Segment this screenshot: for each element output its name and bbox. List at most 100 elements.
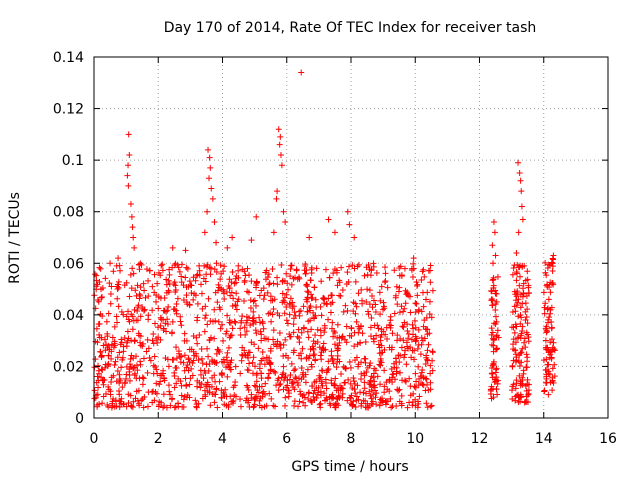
- data-point: [260, 325, 267, 332]
- data-point: [98, 374, 105, 381]
- data-point-peak: [518, 203, 525, 210]
- data-point: [247, 305, 254, 312]
- data-point: [256, 361, 263, 368]
- data-point: [202, 393, 209, 400]
- data-point: [317, 303, 324, 310]
- data-point: [106, 346, 113, 353]
- data-point: [393, 403, 400, 410]
- data-point: [94, 373, 101, 380]
- data-point: [523, 313, 530, 320]
- data-point: [233, 272, 240, 279]
- data-point: [338, 370, 345, 377]
- data-point: [129, 265, 136, 272]
- data-point: [182, 274, 189, 281]
- data-point: [362, 339, 369, 346]
- data-point: [407, 309, 414, 316]
- data-point: [337, 292, 344, 299]
- data-point: [93, 325, 100, 332]
- data-point: [288, 380, 295, 387]
- data-point: [288, 281, 295, 288]
- data-point: [116, 375, 123, 382]
- data-point: [195, 356, 202, 363]
- data-point: [261, 292, 268, 299]
- data-point: [383, 379, 390, 386]
- data-point: [325, 358, 332, 365]
- data-point: [110, 395, 117, 402]
- data-point: [131, 337, 138, 344]
- data-point: [515, 313, 522, 320]
- data-point: [111, 323, 118, 330]
- data-point: [175, 400, 182, 407]
- data-point-peak: [127, 200, 134, 207]
- data-point: [291, 402, 298, 409]
- data-point: [415, 326, 422, 333]
- data-point: [235, 296, 242, 303]
- data-point: [128, 403, 135, 410]
- data-point: [336, 339, 343, 346]
- data-point: [301, 394, 308, 401]
- data-point: [412, 324, 419, 331]
- data-point-peak: [224, 244, 231, 251]
- data-point: [365, 404, 372, 411]
- data-point: [263, 402, 270, 409]
- data-point: [178, 261, 185, 268]
- data-point: [105, 360, 112, 367]
- data-point-peak: [124, 172, 131, 179]
- data-point: [427, 379, 434, 386]
- data-point: [518, 380, 525, 387]
- data-point: [396, 386, 403, 393]
- data-point: [107, 300, 114, 307]
- data-point: [331, 341, 338, 348]
- data-point: [304, 288, 311, 295]
- data-point: [328, 309, 335, 316]
- data-point: [160, 391, 167, 398]
- data-point: [488, 325, 495, 332]
- data-point: [126, 293, 133, 300]
- data-point: [355, 261, 362, 268]
- data-point: [402, 300, 409, 307]
- data-point: [157, 322, 164, 329]
- data-point: [211, 306, 218, 313]
- data-point: [352, 357, 359, 364]
- data-point: [305, 395, 312, 402]
- x-tick-label: 2: [154, 431, 163, 447]
- data-point: [169, 329, 176, 336]
- data-point: [151, 271, 158, 278]
- data-point: [185, 367, 192, 374]
- data-point: [343, 339, 350, 346]
- data-point: [492, 320, 499, 327]
- data-point: [228, 357, 235, 364]
- data-point: [245, 387, 252, 394]
- data-point: [313, 395, 320, 402]
- data-point: [381, 279, 388, 286]
- data-point: [355, 290, 362, 297]
- data-point: [270, 280, 277, 287]
- data-point: [400, 308, 407, 315]
- data-point: [217, 262, 224, 269]
- data-point: [126, 361, 133, 368]
- data-point: [293, 375, 300, 382]
- data-point: [181, 352, 188, 359]
- data-point: [145, 293, 152, 300]
- data-point: [121, 335, 128, 342]
- data-point: [524, 320, 531, 327]
- data-point: [371, 365, 378, 372]
- data-point: [224, 373, 231, 380]
- data-point: [248, 278, 255, 285]
- data-point: [305, 318, 312, 325]
- data-point: [192, 292, 199, 299]
- data-point: [116, 398, 123, 405]
- data-point: [339, 286, 346, 293]
- data-point: [310, 352, 317, 359]
- data-point: [183, 292, 190, 299]
- data-point: [202, 278, 209, 285]
- data-point: [228, 279, 235, 286]
- data-point: [229, 325, 236, 332]
- data-point: [145, 316, 152, 323]
- data-point: [391, 364, 398, 371]
- data-point: [137, 284, 144, 291]
- data-point: [401, 265, 408, 272]
- data-point: [258, 370, 265, 377]
- data-point: [361, 272, 368, 279]
- data-point: [295, 403, 302, 410]
